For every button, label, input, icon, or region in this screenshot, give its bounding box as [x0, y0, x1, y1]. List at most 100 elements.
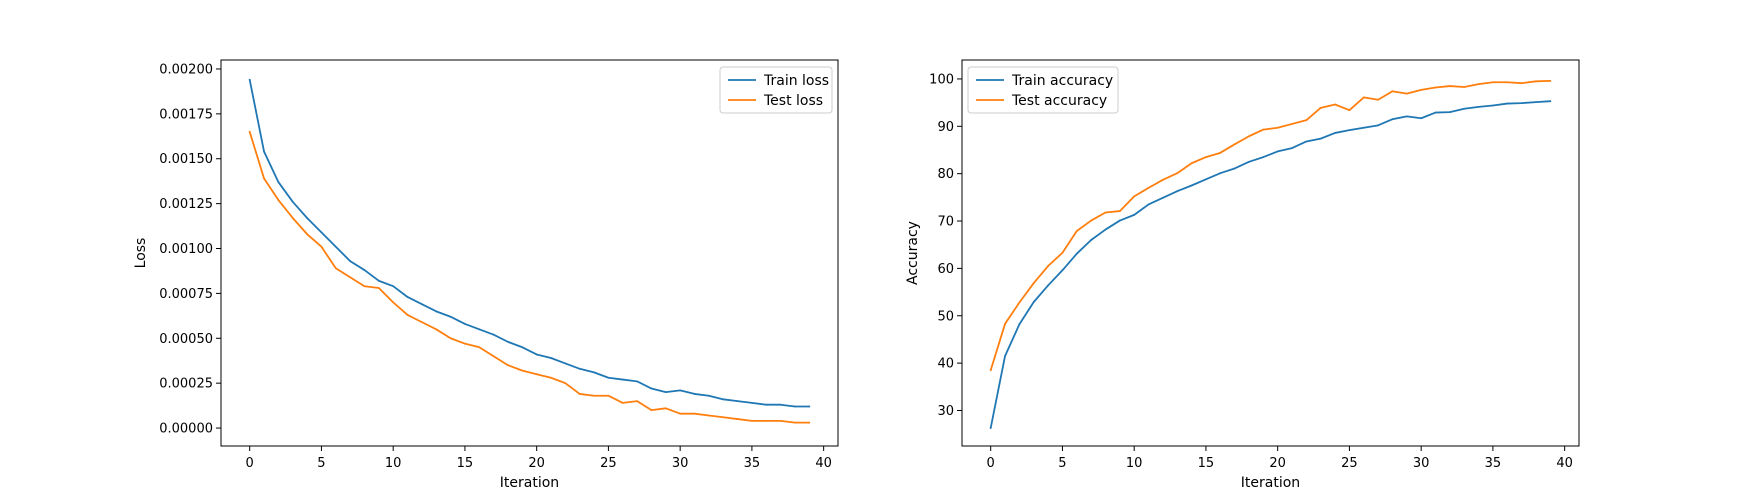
- x-tick-label: 40: [1556, 456, 1573, 471]
- data-point: [263, 177, 265, 180]
- data-point: [1262, 156, 1265, 158]
- x-axis-label: Iteration: [1241, 475, 1300, 491]
- data-point: [464, 323, 466, 325]
- data-point: [679, 412, 682, 415]
- data-point: [449, 337, 452, 340]
- data-point: [1362, 126, 1365, 129]
- data-point: [363, 285, 366, 288]
- data-point: [1477, 105, 1480, 108]
- data-point: [550, 357, 552, 359]
- y-tick-label: 0.00125: [159, 197, 213, 212]
- data-point: [1348, 129, 1351, 131]
- data-point: [435, 310, 438, 313]
- data-point: [1190, 184, 1193, 187]
- data-point: [377, 279, 380, 282]
- data-point: [1434, 111, 1437, 114]
- x-tick-label: 15: [457, 456, 474, 471]
- data-point: [1248, 160, 1250, 163]
- data-point: [636, 400, 639, 403]
- data-point: [263, 150, 265, 153]
- legend-label: Train accuracy: [1011, 73, 1113, 89]
- data-point: [1219, 172, 1222, 175]
- data-point: [1377, 124, 1380, 127]
- data-point: [1118, 219, 1121, 222]
- data-point: [1161, 178, 1164, 181]
- legend-box: [719, 66, 833, 114]
- y-tick-label: 30: [937, 404, 954, 419]
- data-point: [707, 414, 710, 417]
- data-point: [1104, 211, 1107, 214]
- data-point: [1133, 195, 1136, 198]
- data-point: [1334, 103, 1336, 106]
- data-point: [406, 296, 409, 298]
- data-point: [377, 287, 380, 289]
- data-point: [722, 416, 725, 419]
- x-tick-label: 25: [1341, 456, 1358, 471]
- data-point: [593, 394, 595, 397]
- x-axis-label: Iteration: [500, 475, 559, 491]
- data-point: [535, 373, 538, 376]
- data-point: [722, 398, 725, 401]
- data-point: [1147, 203, 1150, 206]
- data-point: [306, 233, 308, 236]
- x-tick-label: 0: [246, 456, 254, 471]
- data-point: [765, 419, 768, 422]
- data-point: [989, 427, 992, 429]
- data-point: [521, 369, 524, 372]
- data-point: [320, 245, 323, 248]
- data-point: [1434, 86, 1437, 89]
- x-tick-label: 10: [1126, 456, 1143, 471]
- data-point: [593, 371, 595, 374]
- data-point: [736, 400, 739, 403]
- data-point: [1276, 126, 1279, 129]
- data-point: [751, 419, 753, 422]
- data-point: [277, 181, 280, 183]
- data-point: [1219, 151, 1222, 154]
- data-point: [1205, 156, 1207, 158]
- data-point: [320, 231, 323, 234]
- data-point: [607, 376, 610, 379]
- data-point: [779, 403, 782, 406]
- data-point: [248, 78, 251, 81]
- y-tick-label: 70: [937, 215, 954, 230]
- data-point: [989, 369, 992, 372]
- legend-box: [967, 66, 1119, 114]
- data-point: [1405, 92, 1408, 95]
- data-point: [621, 402, 624, 404]
- series-2: [989, 79, 1552, 372]
- data-point: [1118, 210, 1121, 212]
- data-point: [794, 405, 796, 408]
- x-tick-label: 0: [987, 456, 995, 471]
- data-point: [1018, 323, 1021, 326]
- data-point: [693, 393, 696, 395]
- data-point: [1506, 102, 1509, 105]
- data-point: [621, 378, 624, 381]
- series-line: [989, 79, 1552, 372]
- y-tick-label: 60: [937, 262, 954, 277]
- data-point: [1305, 140, 1308, 143]
- data-point: [349, 260, 352, 262]
- y-tick-label: 0.00200: [159, 62, 213, 77]
- data-point: [1463, 107, 1466, 110]
- data-point: [363, 269, 366, 271]
- legend-label: Train loss: [763, 73, 829, 89]
- data-point: [1104, 228, 1107, 231]
- data-point: [1535, 80, 1537, 83]
- data-point: [1362, 96, 1365, 99]
- y-tick-label: 50: [937, 309, 954, 324]
- data-point: [564, 382, 567, 385]
- data-point: [306, 217, 308, 219]
- series-1: [989, 100, 1552, 429]
- data-point: [1448, 85, 1451, 87]
- data-point: [1377, 98, 1380, 101]
- data-point: [1205, 178, 1207, 181]
- y-axis-label: Loss: [133, 238, 149, 269]
- data-point: [1004, 355, 1006, 357]
- legend: Train accuracy Test accuracy: [967, 66, 1119, 114]
- data-point: [564, 362, 567, 365]
- data-point: [751, 402, 753, 404]
- y-tick-label: 0.00000: [159, 422, 213, 437]
- data-point: [1075, 230, 1078, 232]
- data-point: [1161, 196, 1164, 199]
- series-line: [248, 130, 811, 424]
